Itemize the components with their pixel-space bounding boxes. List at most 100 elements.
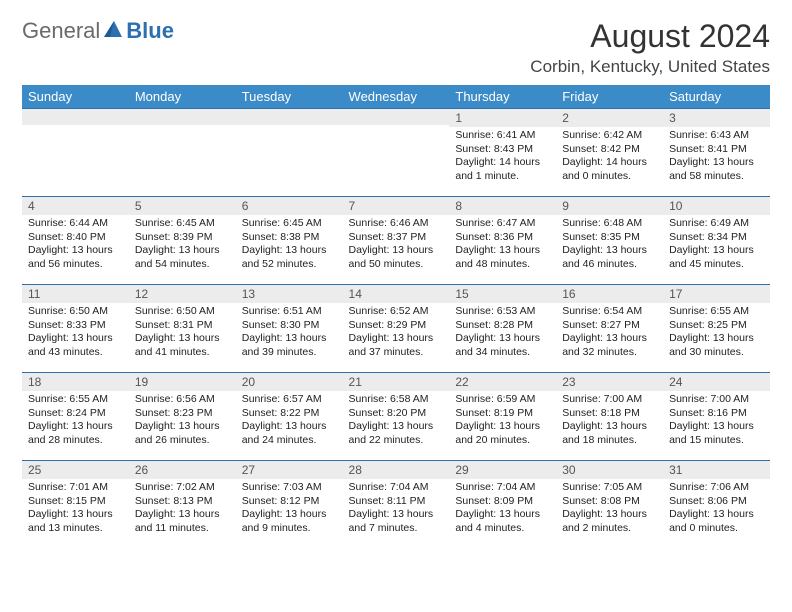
calendar-day-cell: 6Sunrise: 6:45 AMSunset: 8:38 PMDaylight… [236, 197, 343, 285]
day-number [129, 109, 236, 125]
day-number [22, 109, 129, 125]
day-number [236, 109, 343, 125]
sunrise-text: Sunrise: 6:57 AM [242, 393, 337, 407]
calendar-week-row: 11Sunrise: 6:50 AMSunset: 8:33 PMDayligh… [22, 285, 770, 373]
daylight-text: Daylight: 13 hours and 2 minutes. [562, 508, 657, 535]
day-details: Sunrise: 7:02 AMSunset: 8:13 PMDaylight:… [129, 479, 236, 540]
sunrise-text: Sunrise: 6:55 AM [28, 393, 123, 407]
sunrise-text: Sunrise: 7:05 AM [562, 481, 657, 495]
sunset-text: Sunset: 8:09 PM [455, 495, 550, 509]
day-number: 9 [556, 197, 663, 215]
day-number: 28 [343, 461, 450, 479]
calendar-day-cell: 4Sunrise: 6:44 AMSunset: 8:40 PMDaylight… [22, 197, 129, 285]
day-number: 27 [236, 461, 343, 479]
day-number: 17 [663, 285, 770, 303]
sunrise-text: Sunrise: 7:01 AM [28, 481, 123, 495]
sunrise-text: Sunrise: 7:06 AM [669, 481, 764, 495]
day-details: Sunrise: 6:55 AMSunset: 8:24 PMDaylight:… [22, 391, 129, 452]
day-number: 26 [129, 461, 236, 479]
calendar-day-cell [236, 109, 343, 197]
day-number: 16 [556, 285, 663, 303]
calendar-day-cell: 10Sunrise: 6:49 AMSunset: 8:34 PMDayligh… [663, 197, 770, 285]
sunrise-text: Sunrise: 6:45 AM [135, 217, 230, 231]
sunset-text: Sunset: 8:40 PM [28, 231, 123, 245]
calendar-week-row: 4Sunrise: 6:44 AMSunset: 8:40 PMDaylight… [22, 197, 770, 285]
header: General Blue August 2024 Corbin, Kentuck… [22, 18, 770, 77]
sunset-text: Sunset: 8:15 PM [28, 495, 123, 509]
calendar-day-cell [343, 109, 450, 197]
sunset-text: Sunset: 8:38 PM [242, 231, 337, 245]
calendar-day-cell: 11Sunrise: 6:50 AMSunset: 8:33 PMDayligh… [22, 285, 129, 373]
day-number: 20 [236, 373, 343, 391]
daylight-text: Daylight: 13 hours and 22 minutes. [349, 420, 444, 447]
daylight-text: Daylight: 13 hours and 15 minutes. [669, 420, 764, 447]
sunset-text: Sunset: 8:12 PM [242, 495, 337, 509]
day-details: Sunrise: 7:00 AMSunset: 8:16 PMDaylight:… [663, 391, 770, 452]
month-title: August 2024 [530, 18, 770, 55]
sunset-text: Sunset: 8:30 PM [242, 319, 337, 333]
weekday-header: Wednesday [343, 85, 450, 109]
day-details: Sunrise: 6:50 AMSunset: 8:31 PMDaylight:… [129, 303, 236, 364]
sunset-text: Sunset: 8:37 PM [349, 231, 444, 245]
calendar-day-cell: 15Sunrise: 6:53 AMSunset: 8:28 PMDayligh… [449, 285, 556, 373]
sunrise-text: Sunrise: 7:04 AM [349, 481, 444, 495]
day-details: Sunrise: 6:55 AMSunset: 8:25 PMDaylight:… [663, 303, 770, 364]
sunset-text: Sunset: 8:42 PM [562, 143, 657, 157]
logo: General Blue [22, 18, 174, 44]
calendar-day-cell: 22Sunrise: 6:59 AMSunset: 8:19 PMDayligh… [449, 373, 556, 461]
sunrise-text: Sunrise: 7:02 AM [135, 481, 230, 495]
sunset-text: Sunset: 8:41 PM [669, 143, 764, 157]
calendar-day-cell: 26Sunrise: 7:02 AMSunset: 8:13 PMDayligh… [129, 461, 236, 549]
day-number: 12 [129, 285, 236, 303]
sunrise-text: Sunrise: 6:42 AM [562, 129, 657, 143]
calendar-week-row: 1Sunrise: 6:41 AMSunset: 8:43 PMDaylight… [22, 109, 770, 197]
daylight-text: Daylight: 14 hours and 1 minute. [455, 156, 550, 183]
sunrise-text: Sunrise: 7:03 AM [242, 481, 337, 495]
daylight-text: Daylight: 13 hours and 0 minutes. [669, 508, 764, 535]
daylight-text: Daylight: 13 hours and 46 minutes. [562, 244, 657, 271]
day-details: Sunrise: 7:01 AMSunset: 8:15 PMDaylight:… [22, 479, 129, 540]
day-number: 23 [556, 373, 663, 391]
day-details: Sunrise: 6:42 AMSunset: 8:42 PMDaylight:… [556, 127, 663, 188]
sunset-text: Sunset: 8:34 PM [669, 231, 764, 245]
sunset-text: Sunset: 8:06 PM [669, 495, 764, 509]
calendar-day-cell: 25Sunrise: 7:01 AMSunset: 8:15 PMDayligh… [22, 461, 129, 549]
day-number: 30 [556, 461, 663, 479]
daylight-text: Daylight: 14 hours and 0 minutes. [562, 156, 657, 183]
day-details: Sunrise: 6:51 AMSunset: 8:30 PMDaylight:… [236, 303, 343, 364]
calendar-day-cell: 1Sunrise: 6:41 AMSunset: 8:43 PMDaylight… [449, 109, 556, 197]
sunset-text: Sunset: 8:18 PM [562, 407, 657, 421]
calendar-day-cell: 12Sunrise: 6:50 AMSunset: 8:31 PMDayligh… [129, 285, 236, 373]
weekday-header: Monday [129, 85, 236, 109]
day-number: 2 [556, 109, 663, 127]
sunrise-text: Sunrise: 6:53 AM [455, 305, 550, 319]
calendar-day-cell: 29Sunrise: 7:04 AMSunset: 8:09 PMDayligh… [449, 461, 556, 549]
daylight-text: Daylight: 13 hours and 11 minutes. [135, 508, 230, 535]
daylight-text: Daylight: 13 hours and 48 minutes. [455, 244, 550, 271]
day-number: 1 [449, 109, 556, 127]
calendar-day-cell: 16Sunrise: 6:54 AMSunset: 8:27 PMDayligh… [556, 285, 663, 373]
calendar-day-cell: 19Sunrise: 6:56 AMSunset: 8:23 PMDayligh… [129, 373, 236, 461]
sunrise-text: Sunrise: 6:50 AM [135, 305, 230, 319]
calendar-day-cell: 21Sunrise: 6:58 AMSunset: 8:20 PMDayligh… [343, 373, 450, 461]
location-text: Corbin, Kentucky, United States [530, 57, 770, 77]
day-details: Sunrise: 6:58 AMSunset: 8:20 PMDaylight:… [343, 391, 450, 452]
calendar-day-cell: 14Sunrise: 6:52 AMSunset: 8:29 PMDayligh… [343, 285, 450, 373]
sunrise-text: Sunrise: 6:55 AM [669, 305, 764, 319]
daylight-text: Daylight: 13 hours and 28 minutes. [28, 420, 123, 447]
calendar-day-cell: 18Sunrise: 6:55 AMSunset: 8:24 PMDayligh… [22, 373, 129, 461]
daylight-text: Daylight: 13 hours and 24 minutes. [242, 420, 337, 447]
sunset-text: Sunset: 8:28 PM [455, 319, 550, 333]
sunset-text: Sunset: 8:31 PM [135, 319, 230, 333]
sunset-text: Sunset: 8:43 PM [455, 143, 550, 157]
sunset-text: Sunset: 8:29 PM [349, 319, 444, 333]
daylight-text: Daylight: 13 hours and 52 minutes. [242, 244, 337, 271]
daylight-text: Daylight: 13 hours and 34 minutes. [455, 332, 550, 359]
daylight-text: Daylight: 13 hours and 56 minutes. [28, 244, 123, 271]
day-details: Sunrise: 7:03 AMSunset: 8:12 PMDaylight:… [236, 479, 343, 540]
logo-sail-icon [102, 19, 124, 44]
calendar-day-cell: 28Sunrise: 7:04 AMSunset: 8:11 PMDayligh… [343, 461, 450, 549]
sunset-text: Sunset: 8:27 PM [562, 319, 657, 333]
calendar-day-cell: 31Sunrise: 7:06 AMSunset: 8:06 PMDayligh… [663, 461, 770, 549]
sunrise-text: Sunrise: 6:56 AM [135, 393, 230, 407]
